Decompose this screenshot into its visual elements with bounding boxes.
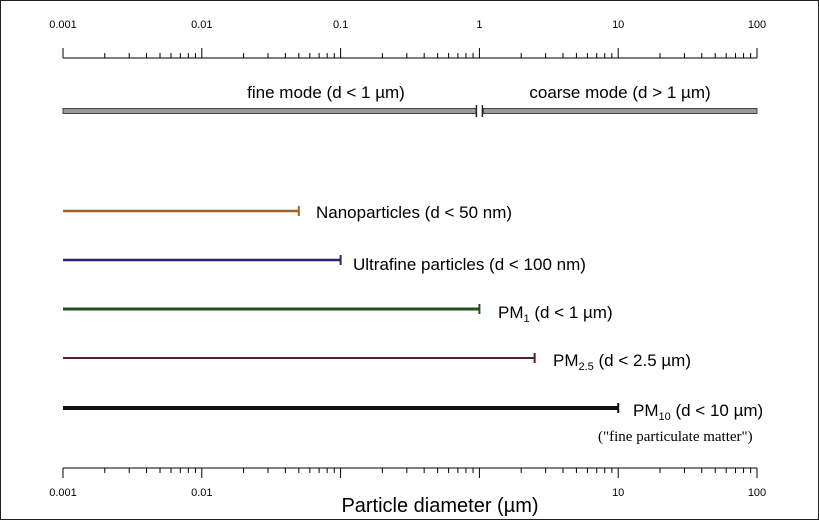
ultrafine-label: Ultrafine particles (d < 100 nm)	[353, 255, 586, 274]
fine-mode-label: fine mode (d < 1 µm)	[247, 83, 405, 102]
top-tick-label: 1	[476, 19, 482, 31]
pm10-label: PM10 (d < 10 µm)	[633, 401, 763, 423]
pm25-label-sub: 2.5	[579, 361, 594, 373]
pm1-label-main: PM	[498, 303, 524, 322]
bottom-tick-label: 10	[612, 487, 624, 499]
top-tick-label: 0.01	[191, 19, 212, 31]
mode-bar	[62, 105, 758, 117]
bottom-axis: 0.001 0.01 10 100	[49, 467, 766, 499]
pm10-label-sub: 10	[659, 411, 671, 423]
pm1-label-rest: (d < 1 µm)	[530, 303, 613, 322]
bottom-tick-label: 0.001	[49, 487, 77, 499]
range-bars	[63, 206, 620, 413]
bottom-tick-label: 100	[748, 487, 766, 499]
top-tick-label: 10	[612, 19, 624, 31]
top-tick-label: 100	[748, 19, 766, 31]
pm25-label-main: PM	[553, 351, 579, 370]
pm25-label: PM2.5 (d < 2.5 µm)	[553, 351, 691, 373]
top-tick-label: 0.1	[333, 19, 348, 31]
pm10-label-rest: (d < 10 µm)	[671, 401, 763, 420]
pm10-note: ("fine particulate matter")	[598, 429, 753, 445]
top-axis: 0.001 0.01 0.1 1 10 100	[49, 19, 766, 59]
coarse-mode-label: coarse mode (d > 1 µm)	[529, 83, 710, 102]
top-tick-label: 0.001	[49, 19, 77, 31]
pm25-label-rest: (d < 2.5 µm)	[594, 351, 691, 370]
nanoparticles-label: Nanoparticles (d < 50 nm)	[316, 203, 512, 222]
bottom-tick-label: 0.01	[191, 487, 212, 499]
pm10-label-main: PM	[633, 401, 659, 420]
x-axis-label: Particle diameter (µm)	[341, 495, 538, 517]
coarse-mode-bar	[482, 108, 758, 114]
pm1-label: PM1 (d < 1 µm)	[498, 303, 613, 325]
fine-mode-bar	[62, 108, 477, 114]
pm1-label-sub: 1	[524, 313, 530, 325]
